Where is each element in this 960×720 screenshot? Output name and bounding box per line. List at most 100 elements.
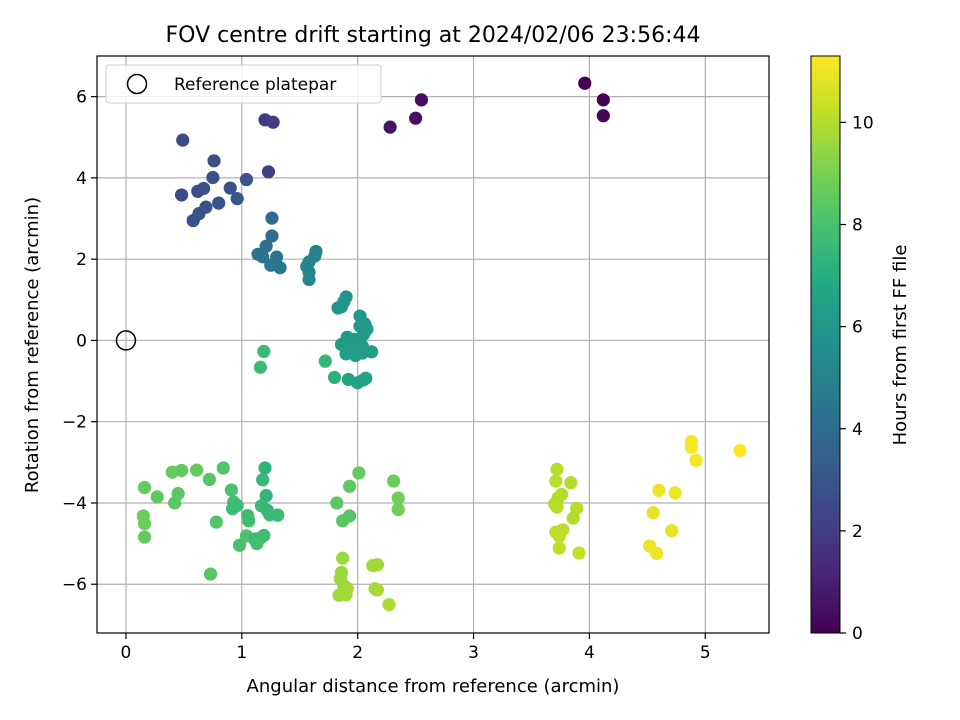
colorbar-tick-label: 4	[852, 420, 863, 440]
x-tick-label: 1	[236, 643, 247, 663]
data-point	[414, 93, 429, 107]
data-point	[342, 479, 357, 493]
y-tick-label: 4	[76, 169, 87, 189]
data-point	[370, 583, 384, 597]
data-point	[351, 376, 365, 390]
data-point	[242, 514, 256, 528]
data-point	[174, 188, 189, 202]
data-point	[652, 483, 666, 497]
data-point	[342, 509, 357, 523]
data-point	[566, 511, 580, 525]
reference-marker	[115, 330, 137, 351]
data-point	[257, 344, 271, 359]
data-point	[578, 76, 592, 90]
x-axis-ticks: 0 1 2 3 4 5	[121, 633, 711, 663]
data-point	[339, 588, 353, 602]
data-point	[302, 272, 316, 287]
data-point	[387, 474, 401, 488]
data-point	[223, 181, 237, 195]
grid-lines	[97, 56, 769, 633]
data-point	[212, 196, 226, 210]
legend-marker-reference	[126, 73, 148, 95]
data-point	[225, 502, 240, 516]
data-point	[137, 517, 152, 531]
data-point	[261, 165, 276, 179]
data-point	[259, 239, 273, 253]
colorbar-tick-label: 10	[852, 113, 874, 133]
data-point	[273, 261, 287, 275]
data-point	[370, 558, 384, 572]
data-point	[550, 500, 564, 514]
data-point	[382, 597, 396, 612]
data-point	[564, 476, 578, 490]
x-axis-label: Angular distance from reference (arcmin)	[247, 676, 620, 697]
data-point	[336, 551, 350, 565]
data-point	[137, 530, 152, 544]
y-axis-ticks: −6 −4 −2 0 2 4 6	[62, 88, 97, 595]
data-point	[137, 480, 152, 495]
colorbar-tick-label: 0	[852, 624, 863, 644]
data-point	[176, 133, 190, 147]
data-point	[203, 567, 218, 581]
data-point	[168, 496, 182, 510]
legend-box	[105, 64, 382, 104]
data-point	[665, 524, 679, 538]
data-point	[265, 229, 279, 243]
data-point	[330, 496, 344, 510]
x-tick-label: 2	[352, 643, 363, 663]
data-point	[174, 463, 189, 478]
data-point	[232, 538, 247, 552]
x-tick-label: 3	[468, 643, 479, 663]
y-axis-label: Rotation from reference (arcmin)	[22, 197, 43, 493]
data-point	[391, 502, 405, 517]
data-point	[318, 354, 332, 368]
data-point	[391, 491, 405, 505]
data-point	[216, 461, 230, 475]
data-point	[265, 211, 279, 225]
colorbar-tick-label: 2	[852, 522, 863, 542]
data-point	[334, 300, 349, 314]
data-point	[207, 154, 221, 168]
data-point	[259, 489, 273, 503]
data-point	[266, 115, 280, 129]
y-tick-label: −6	[62, 575, 87, 595]
colorbar-ticks: 0 2 4 6 8 10	[840, 113, 874, 644]
data-point	[206, 170, 220, 185]
data-point	[258, 461, 272, 475]
plot-frame	[96, 55, 770, 634]
data-point	[409, 111, 423, 125]
data-point	[230, 192, 244, 206]
data-point	[352, 466, 366, 480]
data-point	[348, 348, 362, 363]
data-point	[572, 546, 586, 560]
chart-title: FOV centre drift starting at 2024/02/06 …	[166, 23, 701, 48]
data-point	[549, 474, 563, 488]
colorbar	[810, 55, 841, 634]
legend: Reference platepar	[105, 64, 382, 104]
data-point	[383, 120, 397, 134]
colorbar-label: Hours from first FF file	[890, 245, 911, 446]
data-point	[650, 546, 664, 560]
data-point	[253, 360, 267, 374]
data-point	[646, 506, 660, 520]
data-point	[224, 483, 238, 497]
data-point	[552, 529, 566, 543]
y-tick-label: 2	[76, 250, 87, 270]
data-point	[668, 486, 682, 500]
data-point	[596, 93, 610, 107]
data-point	[186, 213, 200, 228]
data-point	[257, 528, 271, 543]
x-tick-label: 0	[121, 643, 132, 663]
data-point	[684, 440, 698, 454]
scatter-points	[115, 76, 747, 612]
data-point	[191, 184, 205, 198]
data-point	[327, 370, 342, 385]
data-point	[689, 453, 703, 467]
legend-label-reference: Reference platepar	[174, 75, 336, 95]
data-point	[150, 490, 164, 504]
y-tick-label: −2	[62, 413, 87, 433]
data-point	[733, 443, 747, 458]
data-point	[552, 541, 566, 555]
data-point	[239, 172, 254, 187]
